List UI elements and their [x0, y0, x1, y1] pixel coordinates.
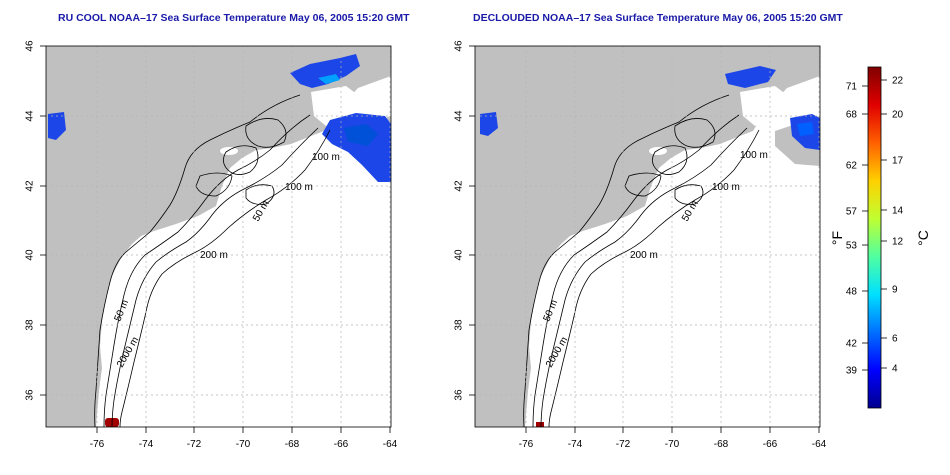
x-tick-label: -74: [568, 439, 583, 450]
y-tick-label: 42: [454, 180, 465, 192]
x-tick-label: -66: [763, 439, 778, 450]
c-tick-label: 4: [892, 364, 898, 375]
f-tick-label: 68: [846, 110, 858, 121]
colorbar-ticks: 71 68 62 57 53 48 42 39 22 20 17 14 12 9 6 4: [846, 76, 904, 377]
x-tick-label: -74: [139, 439, 154, 450]
y-tick-label: 46: [454, 40, 465, 52]
c-tick-label: 17: [892, 156, 904, 167]
contour-label: 100 m: [740, 150, 768, 161]
left-map-title: RU COOL NOAA–17 Sea Surface Temperature …: [58, 12, 410, 24]
x-tick-label: -72: [616, 439, 631, 450]
left-map-panel: 100 m 100 m 50 m 200 m 50 m 2000 m -76 -7…: [25, 40, 398, 450]
c-tick-label: 14: [892, 206, 904, 217]
map-frame: [474, 45, 821, 428]
x-tick-label: -76: [519, 439, 534, 450]
x-tick-label: -66: [334, 439, 349, 450]
f-tick-label: 57: [846, 207, 858, 218]
y-tick-label: 36: [25, 389, 36, 401]
x-tick-label: -70: [236, 439, 251, 450]
axis-ticks: -76 -74 -72 -70 -68 -66 -64 46 44 42 40 38 36: [454, 40, 827, 450]
bathymetry-contours: [523, 94, 760, 427]
c-tick-label: 20: [892, 110, 904, 121]
contour-label: 100 m: [712, 182, 740, 193]
y-tick-label: 44: [25, 110, 36, 122]
c-tick-label: 12: [892, 237, 904, 248]
map-frame: [45, 45, 392, 428]
f-tick-label: 39: [846, 366, 858, 377]
contour-label: 100 m: [285, 182, 313, 193]
x-tick-label: -76: [90, 439, 105, 450]
fahrenheit-axis-label: °F: [829, 231, 845, 245]
contour-label: 200 m: [630, 250, 658, 261]
x-tick-label: -68: [285, 439, 300, 450]
f-tick-label: 62: [846, 161, 858, 172]
f-tick-label: 53: [846, 241, 858, 252]
y-tick-label: 44: [454, 110, 465, 122]
sst-pixels: [48, 54, 391, 427]
c-tick-label: 6: [892, 334, 898, 345]
y-tick-label: 40: [25, 249, 36, 261]
gridlines: [46, 46, 391, 427]
c-tick-label: 22: [892, 76, 904, 87]
x-tick-label: -64: [383, 439, 398, 450]
right-map-title: DECLOUDED NOAA–17 Sea Surface Temperatur…: [473, 12, 843, 24]
gridlines: [475, 46, 820, 427]
sst-pixels: [480, 66, 820, 427]
colorbar: 71 68 62 57 53 48 42 39 22 20 17 14 12 9 6 4 °F °C: [829, 66, 931, 409]
contour-label: 200 m: [200, 250, 228, 261]
x-tick-label: -72: [187, 439, 202, 450]
x-tick-label: -68: [714, 439, 729, 450]
f-tick-label: 42: [846, 339, 858, 350]
x-tick-label: -64: [812, 439, 827, 450]
bathymetry-contours: [94, 94, 331, 427]
right-map-panel: 100 m 100 m 50 m 200 m 50 m 2000 m -76 -7…: [454, 40, 827, 450]
y-tick-label: 38: [454, 319, 465, 331]
y-tick-label: 42: [25, 180, 36, 192]
y-tick-label: 40: [454, 249, 465, 261]
x-tick-label: -70: [665, 439, 680, 450]
y-tick-label: 38: [25, 319, 36, 331]
c-tick-label: 9: [892, 285, 898, 296]
axis-ticks: -76 -74 -72 -70 -68 -66 -64 46 44 42 40 38 36: [25, 40, 398, 450]
f-tick-label: 71: [846, 82, 858, 93]
y-tick-label: 46: [25, 40, 36, 52]
colorbar-scale: [867, 66, 882, 409]
contour-label: 100 m: [312, 152, 340, 163]
celsius-axis-label: °C: [915, 230, 931, 246]
y-tick-label: 36: [454, 389, 465, 401]
f-tick-label: 48: [846, 287, 858, 298]
